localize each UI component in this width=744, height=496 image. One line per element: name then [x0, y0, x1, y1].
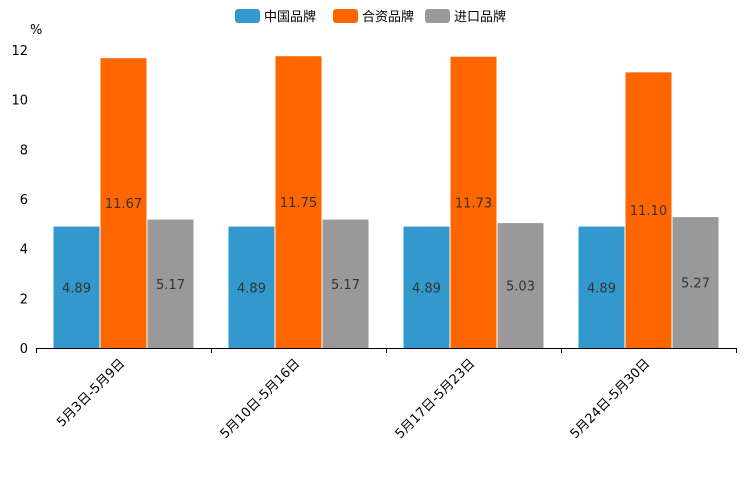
- bar-value-label: 4.89: [412, 281, 441, 296]
- y-axis-unit-label: %: [30, 23, 42, 38]
- legend-label-1[interactable]: 合资品牌: [362, 9, 414, 25]
- legend: 中国品牌 合资品牌 进口品牌: [235, 9, 506, 25]
- bar-value-label: 5.17: [331, 278, 360, 293]
- y-tick-label: 2: [20, 292, 28, 307]
- bars: 4.89 11.67 5.17 4.89 11.75 5.17 4.89 11.73 5.03 4…: [53, 56, 719, 349]
- x-tick-label: 5月17日-5月23日: [393, 356, 479, 442]
- y-tick-label: 8: [20, 143, 28, 158]
- legend-swatch-0[interactable]: [235, 9, 260, 23]
- legend-label-2[interactable]: 进口品牌: [454, 9, 506, 25]
- y-tick-label: 6: [20, 193, 28, 208]
- y-tick-label: 10: [11, 94, 28, 109]
- bar-value-label: 5.17: [156, 278, 185, 293]
- bar-0-2[interactable]: [403, 226, 450, 348]
- x-tick-label: 5月10日-5月16日: [218, 356, 304, 442]
- bar-value-label: 11.73: [455, 196, 492, 211]
- legend-swatch-2[interactable]: [425, 9, 450, 23]
- bar-0-3[interactable]: [578, 226, 625, 348]
- x-tick-label: 5月24日-5月30日: [568, 356, 654, 442]
- bar-1-2[interactable]: [450, 56, 497, 349]
- y-tick-label: 0: [20, 342, 28, 357]
- bar-1-1[interactable]: [275, 56, 322, 348]
- bar-2-2[interactable]: [497, 223, 544, 348]
- bar-value-label: 5.27: [681, 277, 710, 292]
- bar-1-0[interactable]: [100, 58, 147, 348]
- y-axis: 0 2 4 6 8 10 12: [11, 44, 28, 357]
- bar-value-label: 11.75: [280, 196, 317, 211]
- bar-value-label: 5.03: [506, 280, 535, 295]
- legend-swatch-1[interactable]: [333, 9, 358, 23]
- bar-value-label: 4.89: [587, 281, 616, 296]
- y-tick-label: 4: [20, 243, 28, 258]
- x-tick-label: 5月3日-5月9日: [54, 356, 128, 430]
- bar-2-0[interactable]: [147, 219, 194, 348]
- bar-value-label: 4.89: [237, 281, 266, 296]
- legend-label-0[interactable]: 中国品牌: [264, 9, 316, 25]
- bar-value-label: 11.67: [105, 197, 142, 212]
- y-tick-label: 12: [11, 44, 28, 59]
- bar-value-label: 11.10: [630, 204, 667, 219]
- bar-2-1[interactable]: [322, 219, 369, 348]
- bar-0-0[interactable]: [53, 226, 100, 348]
- bar-2-3[interactable]: [672, 217, 719, 348]
- bar-1-3[interactable]: [625, 72, 672, 348]
- bar-value-label: 4.89: [62, 281, 91, 296]
- x-axis: 5月3日-5月9日 5月10日-5月16日 5月17日-5月23日 5月24日-5月3…: [36, 348, 737, 442]
- bar-0-1[interactable]: [228, 226, 275, 348]
